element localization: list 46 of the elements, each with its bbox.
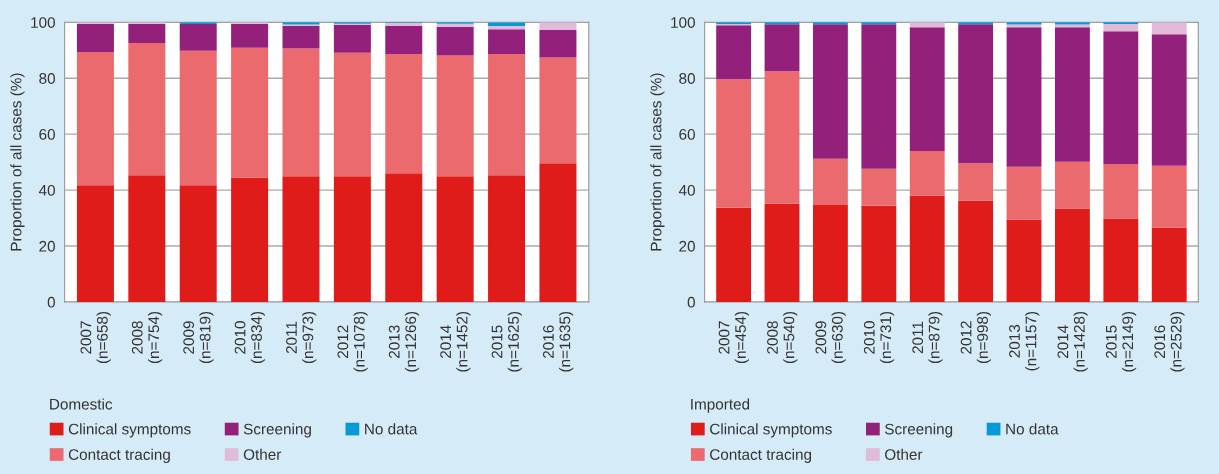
y-axis-title: Proportion of all cases (%) xyxy=(650,73,665,251)
x-tick-label: 2010 (n=731) xyxy=(863,311,895,364)
x-tick-label: 2011 (n=879) xyxy=(912,311,943,364)
x-tick-label: 2012 (n=998) xyxy=(960,311,991,364)
x-tick-label: 2007 (n=658) xyxy=(80,311,111,364)
legend-label: No data xyxy=(365,423,418,435)
y-tick-label: 40 xyxy=(38,184,55,196)
x-tick-label: 2008 (n=754) xyxy=(131,311,163,364)
y-tick-label: 100 xyxy=(671,17,695,28)
legend-label: Other xyxy=(885,448,923,460)
y-tick-label: 20 xyxy=(679,240,695,252)
x-tick-label: 2015 (n=1625) xyxy=(491,311,522,372)
x-tick-label: 2009 (n=819) xyxy=(183,311,214,364)
y-tick-label: 100 xyxy=(31,17,55,28)
x-tick-label: 2013 (n=1157) xyxy=(1009,311,1040,371)
y-tick-label: 80 xyxy=(679,73,695,84)
x-tick-label: 2010 (n=834) xyxy=(234,311,265,364)
x-tick-label: 2016 (n=2529) xyxy=(1154,311,1185,372)
legend-label: Clinical symptoms xyxy=(68,423,191,438)
y-tick-label: 0 xyxy=(687,296,695,308)
y-tick-label: 0 xyxy=(47,296,55,308)
y-axis-title: Proportion of all cases (%) xyxy=(10,73,25,251)
x-tick-label: 2007 (n=454) xyxy=(718,311,749,364)
y-tick-label: 20 xyxy=(39,240,55,252)
x-tick-label: 2014 (n=1452) xyxy=(440,311,471,372)
x-tick-label: 2014 (n=1428) xyxy=(1057,311,1088,372)
y-tick-label: 40 xyxy=(678,184,695,196)
legend-label: Clinical symptoms xyxy=(710,423,832,438)
x-tick-label: 2011 (n=973) xyxy=(286,311,317,364)
legend-label: Screening xyxy=(243,423,311,438)
legend-label: No data xyxy=(1006,423,1059,435)
text: Domestic xyxy=(50,398,113,410)
y-tick-label: 60 xyxy=(39,129,55,140)
x-tick-label: 2015 (n=2149) xyxy=(1105,311,1137,372)
x-tick-label: 2013 (n=1266) xyxy=(388,311,420,372)
text: Imported xyxy=(691,398,750,413)
y-tick-label: 60 xyxy=(679,129,695,140)
x-tick-label: 2016 (n=1635) xyxy=(543,311,574,372)
legend-label: Contact tracing xyxy=(710,448,812,463)
x-tick-label: 2012 (n=1078) xyxy=(337,311,368,372)
legend-label: Contact tracing xyxy=(68,448,170,463)
x-tick-label: 2008 (n=540) xyxy=(767,311,798,364)
legend-label: Other xyxy=(243,448,282,460)
x-tick-label: 2009 (n=630) xyxy=(815,311,846,364)
y-tick-label: 80 xyxy=(39,73,55,84)
legend-label: Screening xyxy=(885,423,953,438)
